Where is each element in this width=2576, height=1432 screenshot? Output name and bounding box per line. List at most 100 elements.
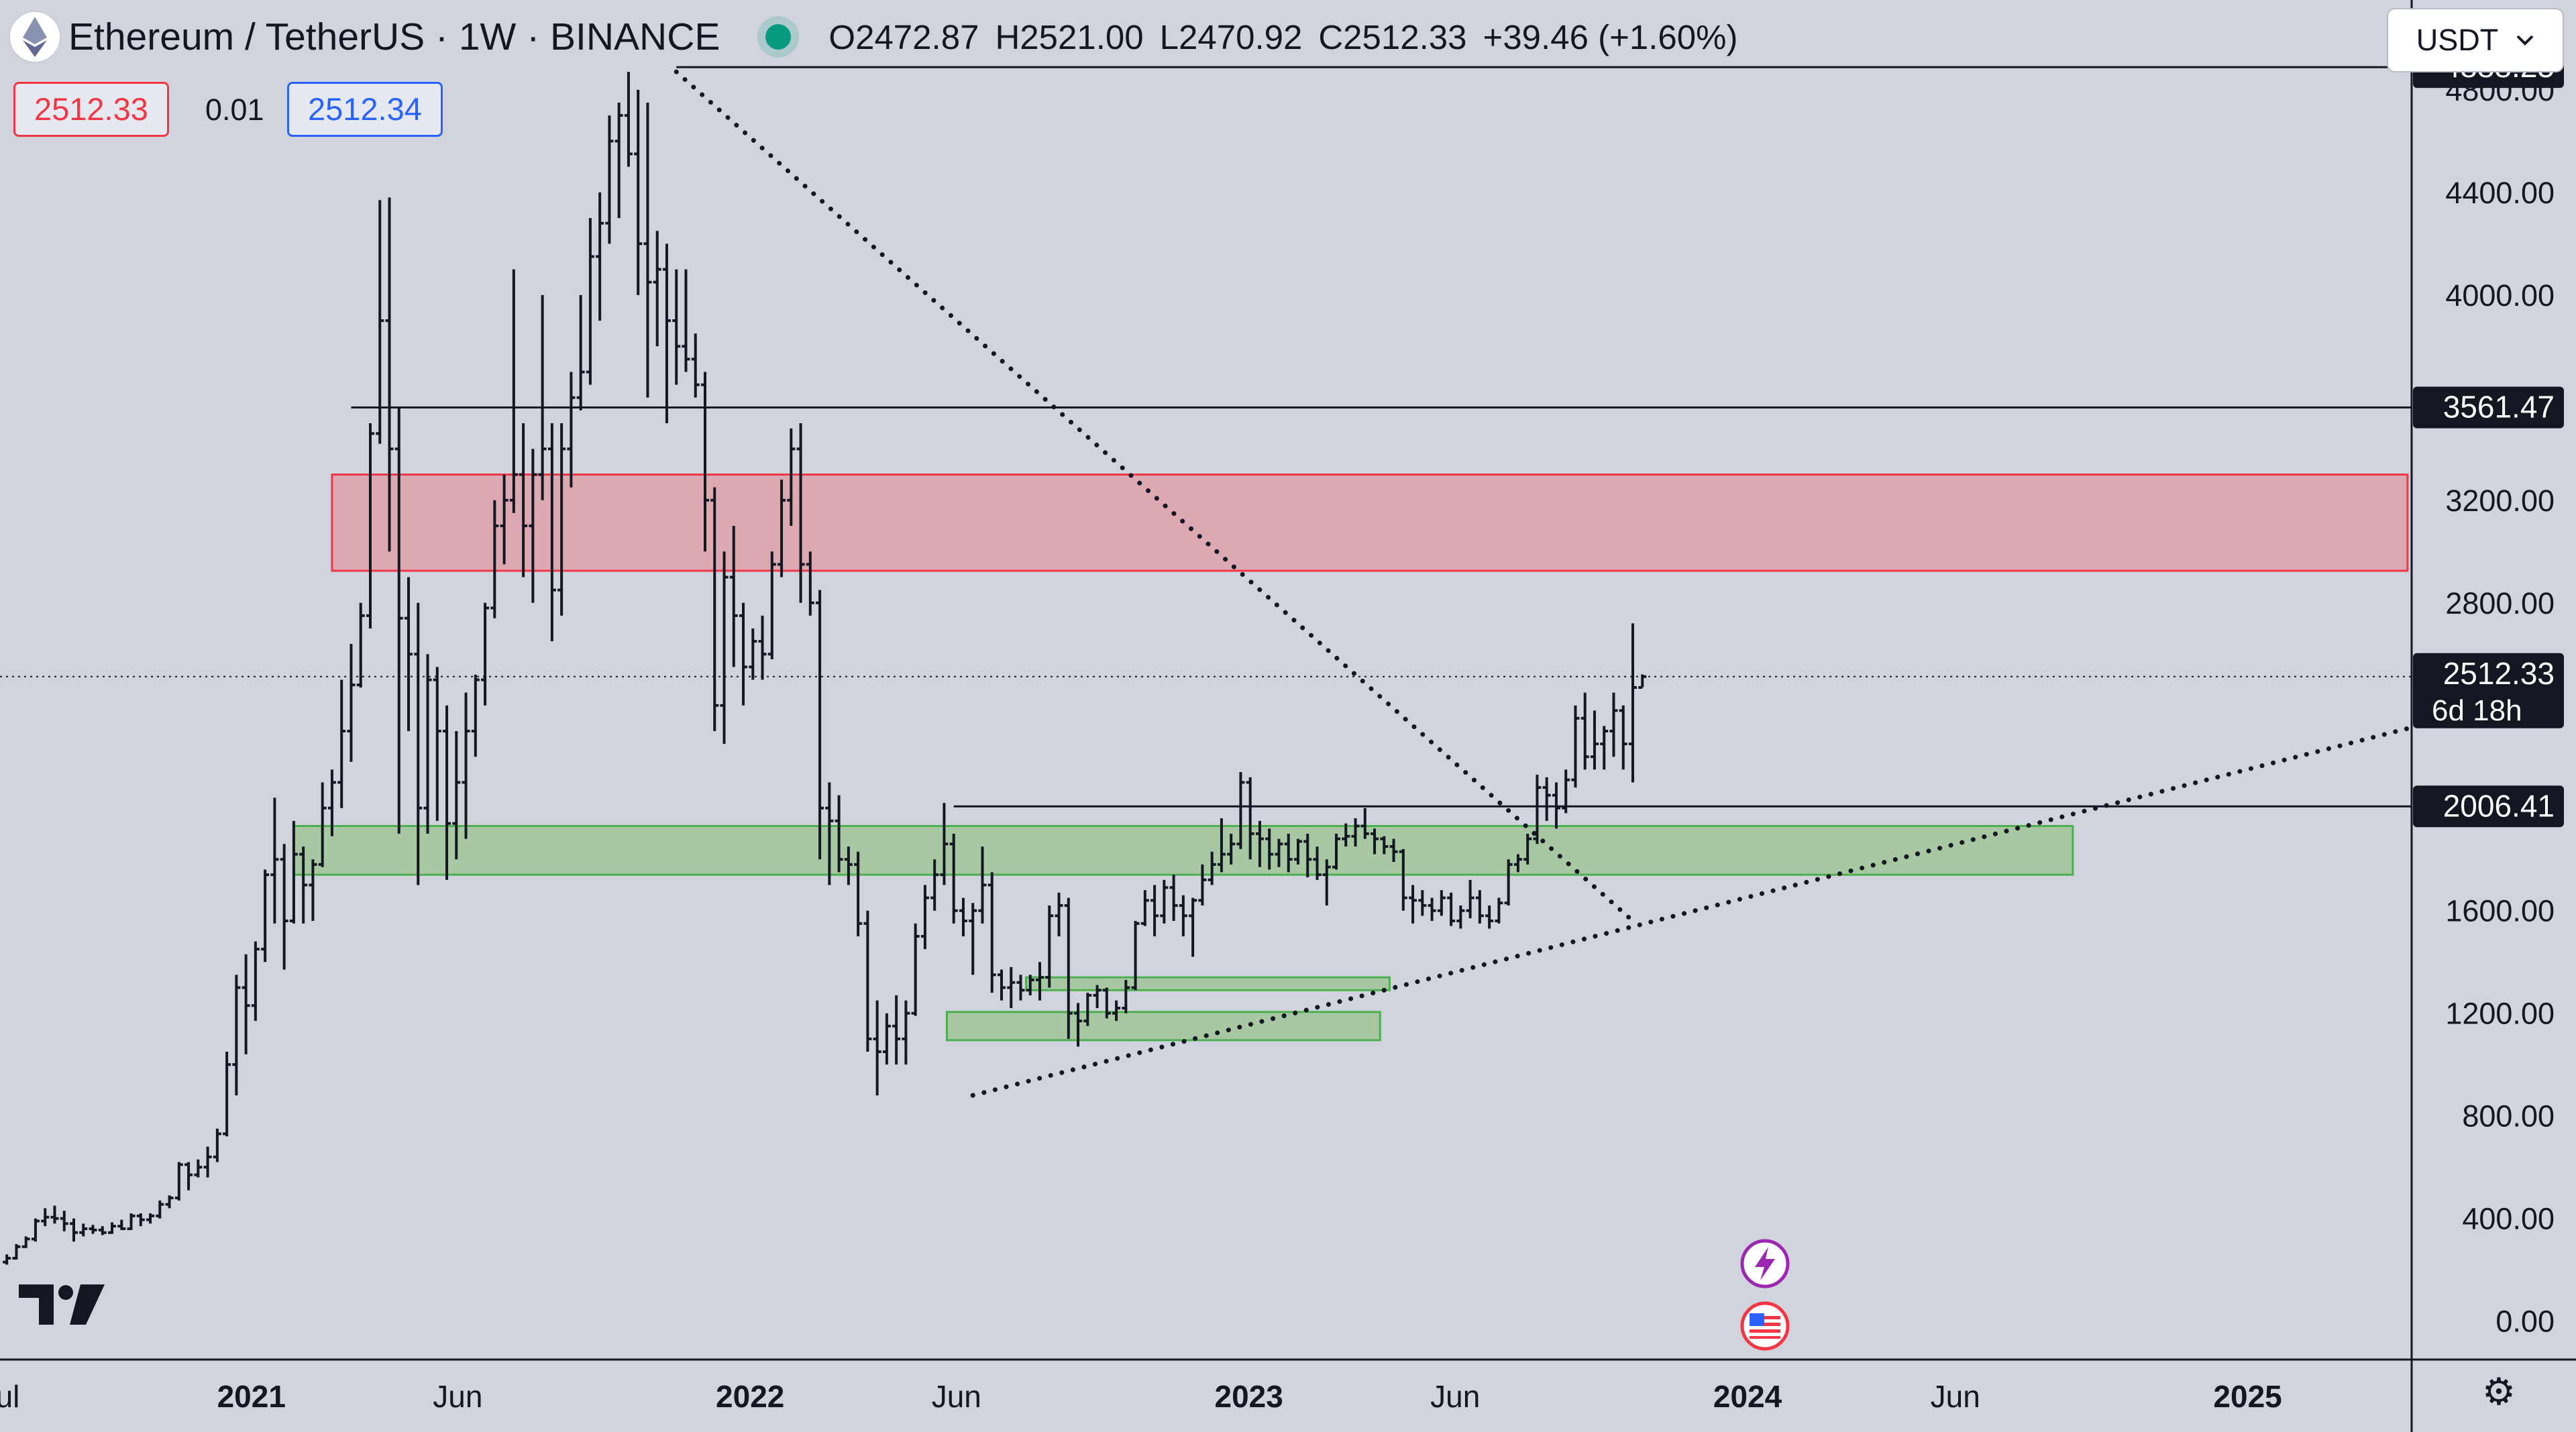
price-badge-value: 2512.33 xyxy=(2443,656,2555,691)
ohlc-bar xyxy=(1169,875,1178,922)
currency-value: USDT xyxy=(2416,23,2499,57)
ohlc-bar xyxy=(1371,828,1379,855)
ohlc-bar xyxy=(1007,967,1016,1009)
ohlc-bar xyxy=(261,869,270,962)
gear-icon[interactable]: ⚙ xyxy=(2481,1370,2516,1413)
currency-selector[interactable]: USDT xyxy=(2387,8,2564,72)
ohlc-bar xyxy=(1284,833,1293,873)
ohlc-bar xyxy=(1083,993,1092,1026)
symbol-title[interactable]: Ethereum / TetherUS · 1W · BINANCE xyxy=(68,15,720,58)
ohlc-bar xyxy=(892,995,901,1065)
ohlc-bar xyxy=(1475,890,1484,924)
ohlc-bar xyxy=(1189,897,1197,957)
ohlc-bar xyxy=(691,333,700,398)
ohlc-bar xyxy=(1293,838,1302,865)
ohlc-bar xyxy=(98,1226,107,1235)
ohlc-bar xyxy=(1313,846,1322,880)
ohlc-bar xyxy=(165,1195,174,1209)
ohlc-bar xyxy=(1485,905,1494,929)
x-tick-label: 2024 xyxy=(1713,1379,1782,1414)
ohlc-bar xyxy=(1399,848,1407,911)
ohlc-bar xyxy=(1112,1000,1121,1022)
ohlc-bar xyxy=(1198,864,1207,906)
price-badge xyxy=(2413,653,2564,728)
ohlc-bar xyxy=(356,602,365,687)
ohlc-bar xyxy=(1571,705,1580,788)
support-zone xyxy=(1025,976,1391,991)
ohlc-bar xyxy=(1447,892,1456,926)
price-badge xyxy=(2413,386,2564,429)
ohlc-bar xyxy=(605,115,614,244)
ohlc-bar xyxy=(614,102,623,219)
ohlc-bar xyxy=(519,423,528,577)
ohlc-bar xyxy=(327,769,336,836)
ohlc-bar xyxy=(1217,818,1226,873)
ohlc-bar xyxy=(117,1219,126,1230)
sell-button[interactable]: 2512.33 xyxy=(13,82,169,137)
ohlc-bar xyxy=(729,526,738,667)
ohlc-bar xyxy=(949,833,958,924)
lightning-icon[interactable] xyxy=(1740,1239,1790,1288)
us-flag-icon[interactable] xyxy=(1740,1301,1790,1351)
ohlc-bar xyxy=(184,1162,193,1191)
ohlc-bar xyxy=(1590,710,1599,770)
ohlc-bar xyxy=(270,797,279,924)
ohlc-bar xyxy=(433,667,441,821)
ohlc-bar xyxy=(835,795,843,873)
ohlc-bar xyxy=(1409,885,1417,924)
ohlc-bar xyxy=(213,1128,221,1162)
ohlc-bar xyxy=(108,1222,117,1234)
ohlc-bar xyxy=(547,423,556,642)
ohlc-bar xyxy=(1542,777,1551,821)
ohlc-bar xyxy=(1342,823,1350,847)
ohlc-bar xyxy=(1600,726,1609,770)
ohlc-bar xyxy=(174,1162,183,1201)
ohlc-bar xyxy=(1523,833,1532,865)
ohlc-bar xyxy=(509,269,518,513)
chevron-down-icon xyxy=(2516,35,2534,46)
zones-layer xyxy=(292,474,2409,1042)
buy-button[interactable]: 2512.34 xyxy=(287,82,443,137)
ohlc-bar xyxy=(653,231,661,347)
ohlc-bar xyxy=(309,859,317,922)
ohlc-bar xyxy=(1322,859,1331,906)
ohlc-bar xyxy=(596,192,604,321)
ohlc-bar xyxy=(529,449,537,603)
y-tick-label: 3200.00 xyxy=(2445,484,2555,518)
ohlc-bar xyxy=(911,923,920,1016)
high-value: H2521.00 xyxy=(995,17,1144,56)
ohlc-bar xyxy=(394,408,403,834)
trendline xyxy=(674,69,1635,924)
ohlc-bar xyxy=(672,269,681,385)
ohlc-bar xyxy=(1609,692,1618,757)
market-status-dot[interactable] xyxy=(765,24,792,50)
price-lines-layer xyxy=(0,66,2412,808)
y-tick-label: 4400.00 xyxy=(2445,176,2555,210)
change-value: +39.46 (+1.60%) xyxy=(1483,17,1738,56)
ohlc-bar xyxy=(720,551,729,745)
price-badge-value: 2006.41 xyxy=(2443,788,2555,823)
ohlc-bar xyxy=(567,372,576,488)
ohlc-bar xyxy=(423,654,432,834)
ohlc-bar xyxy=(146,1213,155,1224)
ohlc-bar xyxy=(1428,897,1436,922)
ohlc-bar xyxy=(662,243,671,424)
ohlc-bar xyxy=(1580,692,1589,770)
spread-value: 0.01 xyxy=(205,93,264,127)
ohlc-readout: O2472.87 H2521.00 L2470.92 C2512.33 +39.… xyxy=(828,17,1737,57)
x-tick-label: 2022 xyxy=(716,1379,784,1414)
ohlc-bar xyxy=(758,615,767,680)
ohlc-bar xyxy=(1045,905,1054,988)
ohlc-bar xyxy=(1265,828,1274,870)
ohlc-bar xyxy=(739,602,748,706)
ohlc-bar xyxy=(414,602,423,885)
ohlc-bar xyxy=(586,218,594,385)
ohlc-bar xyxy=(366,423,374,629)
ohlc-bar xyxy=(1102,987,1111,1019)
ohlc-bar xyxy=(1360,808,1369,839)
ohlc-bar xyxy=(816,590,824,860)
tradingview-logo[interactable] xyxy=(19,1278,106,1331)
ohlc-bar xyxy=(682,269,690,372)
y-tick-label: 0.00 xyxy=(2496,1305,2555,1339)
